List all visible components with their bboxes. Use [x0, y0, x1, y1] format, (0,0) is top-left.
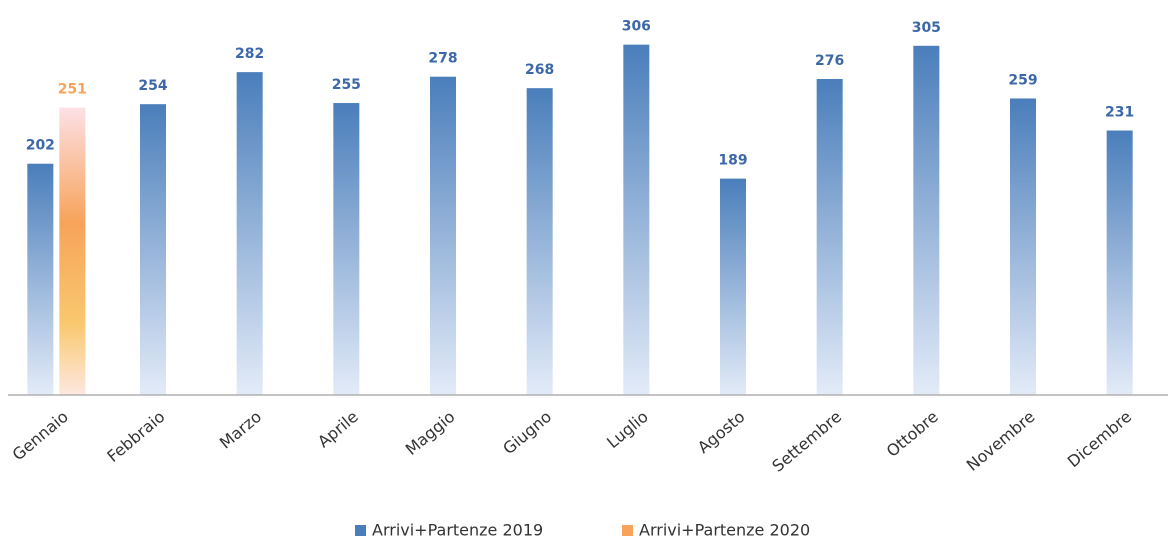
value-label: 282: [235, 46, 264, 62]
value-label: 202: [26, 138, 55, 154]
x-tick-label: Gennaio: [9, 407, 72, 464]
x-tick-label: Maggio: [402, 407, 459, 459]
bar: [59, 107, 86, 395]
bar: [720, 178, 746, 395]
legend-swatch: [355, 525, 366, 536]
value-label: 305: [912, 20, 941, 36]
bar: [27, 163, 54, 395]
value-label: 189: [718, 153, 747, 169]
value-label: 255: [332, 77, 361, 93]
x-tick-label: Agosto: [694, 407, 749, 457]
value-label: 278: [428, 51, 457, 67]
bar: [140, 104, 166, 395]
bar: [526, 88, 553, 395]
bar: [913, 45, 940, 396]
value-label: 268: [525, 62, 554, 78]
legend-label: Arrivi+Partenze 2020: [639, 521, 810, 540]
value-label: 251: [58, 82, 87, 98]
x-tick-label: Giugno: [499, 407, 555, 458]
bar: [816, 79, 843, 395]
value-label: 259: [1008, 72, 1037, 88]
x-tick-label: Marzo: [216, 407, 265, 453]
value-label: 306: [622, 19, 651, 35]
x-tick-label: Febbraio: [103, 407, 168, 466]
x-tick-label: Dicembre: [1064, 407, 1135, 471]
bar: [236, 72, 263, 395]
bar: [623, 44, 650, 396]
bar: [333, 103, 360, 395]
bar: [430, 76, 456, 395]
bar: [1010, 98, 1036, 395]
x-tick-label: Aprile: [314, 407, 362, 451]
legend-swatch: [622, 525, 633, 536]
bar: [1106, 130, 1133, 396]
x-tick-label: Luglio: [603, 407, 652, 452]
value-label: 231: [1105, 105, 1134, 121]
value-label: 254: [138, 78, 167, 94]
x-tick-label: Settembre: [768, 407, 845, 476]
value-label: 276: [815, 53, 844, 69]
x-tick-label: Novembre: [963, 407, 1039, 475]
x-tick-label: Ottobre: [883, 407, 942, 461]
legend-label: Arrivi+Partenze 2019: [372, 521, 543, 540]
